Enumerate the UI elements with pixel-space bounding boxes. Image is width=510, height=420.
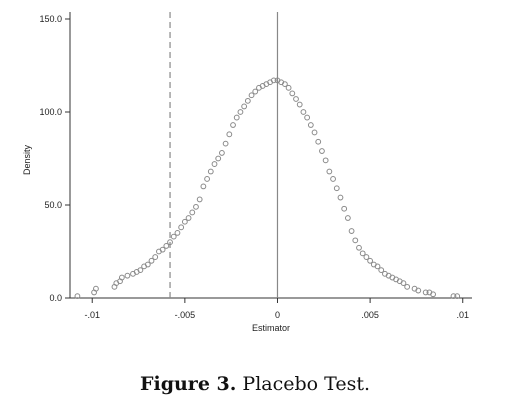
data-point: [189, 209, 196, 216]
figure-caption-text: Placebo Test.: [242, 373, 370, 395]
data-point: [281, 81, 288, 87]
x-axis-title: Estimator: [252, 323, 290, 333]
data-point: [289, 90, 296, 97]
data-point: [300, 109, 307, 115]
data-point: [296, 101, 303, 108]
data-point: [400, 280, 407, 287]
reference-lines: [169, 12, 279, 298]
data-point: [378, 267, 385, 274]
data-point: [348, 228, 355, 234]
x-tick-label: -.01: [84, 310, 100, 320]
data-point: [415, 287, 422, 294]
y-tick-label: 0.0: [49, 293, 62, 303]
data-point: [237, 109, 244, 115]
data-point: [244, 97, 251, 104]
data-point: [196, 196, 203, 203]
data-point: [193, 203, 199, 210]
data-point: [118, 274, 125, 281]
data-point: [333, 185, 340, 192]
data-point: [422, 289, 429, 296]
data-point: [454, 293, 461, 300]
data-point: [374, 263, 381, 270]
data-point: [222, 140, 229, 147]
y-axis-title: Density: [22, 144, 32, 175]
data-point: [211, 161, 218, 167]
y-axis-ticks: 0.0 50.0 100.0 150.0: [39, 14, 70, 303]
data-point: [137, 267, 144, 274]
data-point: [307, 122, 314, 128]
data-point: [341, 205, 348, 212]
data-point: [215, 155, 222, 162]
data-point: [200, 183, 207, 190]
data-point: [344, 215, 351, 221]
data-point: [204, 176, 210, 182]
x-axis-ticks: -.01 -.005 0 .005 .01: [84, 298, 469, 320]
data-point: [326, 168, 333, 175]
data-point: [148, 257, 155, 264]
data-point: [285, 84, 292, 91]
data-point: [181, 218, 188, 225]
y-tick-label: 150.0: [39, 14, 62, 24]
y-tick-label: 100.0: [39, 107, 62, 117]
data-point: [248, 92, 255, 99]
data-point: [404, 283, 411, 290]
x-tick-label: .005: [361, 310, 379, 320]
data-point: [337, 194, 344, 201]
data-point: [356, 244, 362, 251]
data-points: [74, 77, 461, 300]
data-point: [174, 230, 181, 236]
x-tick-label: 0: [275, 310, 280, 320]
data-point: [178, 224, 185, 231]
data-point: [93, 285, 99, 292]
data-point: [144, 261, 151, 268]
data-point: [311, 129, 318, 136]
data-point: [359, 250, 366, 257]
data-point: [270, 77, 277, 84]
y-tick-label: 50.0: [44, 200, 62, 210]
data-point: [322, 157, 329, 164]
data-point: [219, 150, 225, 156]
data-point: [74, 293, 81, 300]
data-point: [226, 131, 233, 138]
data-point: [230, 122, 236, 128]
density-scatter-chart: 0.0 50.0 100.0 150.0 -.01 -.005 0 .005 .01 Esti…: [22, 12, 472, 333]
data-point: [252, 88, 259, 95]
plot-frame: [69, 12, 472, 299]
figure-caption: Figure 3. Placebo Test.: [0, 373, 510, 395]
data-point: [304, 114, 311, 121]
data-point: [352, 237, 359, 244]
data-point: [233, 114, 240, 121]
data-point: [293, 96, 299, 102]
data-point: [367, 257, 374, 264]
x-tick-label: .01: [456, 310, 469, 320]
data-point: [152, 254, 159, 260]
data-point: [159, 246, 166, 253]
data-point: [207, 168, 214, 175]
data-point: [315, 138, 322, 145]
data-point: [124, 272, 131, 279]
data-point: [241, 103, 248, 110]
data-point: [167, 239, 173, 246]
x-tick-label: -.005: [175, 310, 196, 320]
data-point: [185, 215, 192, 221]
data-point: [163, 243, 170, 249]
data-point: [319, 148, 325, 154]
figure-caption-label: Figure 3.: [140, 373, 237, 395]
data-point: [450, 293, 457, 300]
data-point: [430, 291, 436, 298]
data-point: [170, 233, 177, 240]
data-point: [330, 176, 336, 182]
data-point: [363, 254, 370, 260]
